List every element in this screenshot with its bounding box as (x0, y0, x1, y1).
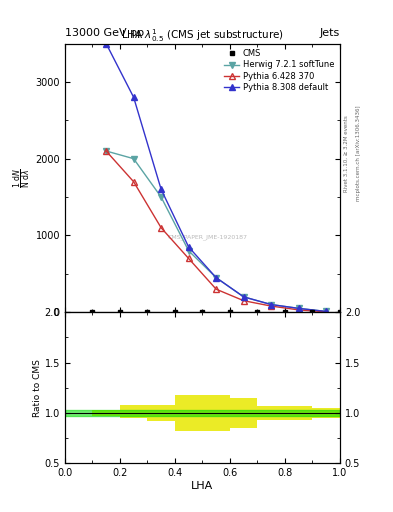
Herwig 7.2.1 softTune (324, 308, 329, 314)
Pythia 6.428 370 (214, 286, 219, 292)
Herwig 7.2.1 softTune (241, 294, 246, 300)
Pythia 6.428 370 (241, 297, 246, 304)
Herwig 7.2.1 softTune (186, 248, 191, 254)
Pythia 6.428 370 (296, 307, 301, 313)
Pythia 8.308 default (131, 94, 136, 100)
Y-axis label: $\frac{1}{\mathrm{N}} \frac{\mathrm{d}N}{\mathrm{d}\lambda}$: $\frac{1}{\mathrm{N}} \frac{\mathrm{d}N}… (11, 168, 33, 188)
Herwig 7.2.1 softTune (159, 194, 163, 200)
Legend: CMS, Herwig 7.2.1 softTune, Pythia 6.428 370, Pythia 8.308 default: CMS, Herwig 7.2.1 softTune, Pythia 6.428… (222, 48, 336, 93)
Pythia 6.428 370 (131, 179, 136, 185)
Title: LHA $\lambda^{1}_{0.5}$ (CMS jet substructure): LHA $\lambda^{1}_{0.5}$ (CMS jet substru… (121, 27, 284, 44)
CMS (310, 309, 315, 315)
CMS (173, 309, 177, 315)
Text: Rivet 3.1.10, ≥ 3.2M events: Rivet 3.1.10, ≥ 3.2M events (344, 115, 349, 192)
Line: Herwig 7.2.1 softTune: Herwig 7.2.1 softTune (103, 148, 329, 314)
Text: CMS_PAPER_JME-1920187: CMS_PAPER_JME-1920187 (168, 234, 248, 240)
Herwig 7.2.1 softTune (296, 305, 301, 311)
CMS (283, 309, 287, 315)
Herwig 7.2.1 softTune (104, 148, 108, 154)
Y-axis label: Ratio to CMS: Ratio to CMS (33, 359, 42, 417)
Text: 13000 GeV pp: 13000 GeV pp (65, 28, 144, 38)
CMS (145, 309, 150, 315)
Pythia 6.428 370 (324, 309, 329, 315)
CMS (118, 309, 122, 315)
Pythia 8.308 default (104, 40, 108, 47)
Pythia 8.308 default (186, 244, 191, 250)
Pythia 6.428 370 (269, 303, 274, 309)
Herwig 7.2.1 softTune (214, 274, 219, 281)
Line: CMS: CMS (90, 310, 342, 314)
Pythia 8.308 default (241, 294, 246, 300)
Text: mcplots.cern.ch [arXiv:1306.3436]: mcplots.cern.ch [arXiv:1306.3436] (356, 106, 361, 201)
Pythia 8.308 default (296, 305, 301, 311)
Pythia 8.308 default (214, 274, 219, 281)
Pythia 8.308 default (269, 302, 274, 308)
Herwig 7.2.1 softTune (269, 302, 274, 308)
Bar (65, 410, 340, 416)
CMS (228, 309, 232, 315)
Text: Jets: Jets (320, 28, 340, 38)
CMS (338, 309, 342, 315)
X-axis label: LHA: LHA (191, 481, 213, 491)
Pythia 6.428 370 (159, 225, 163, 231)
Herwig 7.2.1 softTune (131, 156, 136, 162)
Pythia 8.308 default (324, 308, 329, 314)
Line: Pythia 6.428 370: Pythia 6.428 370 (103, 148, 329, 314)
CMS (90, 309, 95, 315)
Pythia 6.428 370 (186, 255, 191, 262)
Pythia 6.428 370 (104, 148, 108, 154)
CMS (200, 309, 205, 315)
Line: Pythia 8.308 default: Pythia 8.308 default (103, 41, 329, 314)
CMS (255, 309, 260, 315)
Pythia 8.308 default (159, 186, 163, 193)
